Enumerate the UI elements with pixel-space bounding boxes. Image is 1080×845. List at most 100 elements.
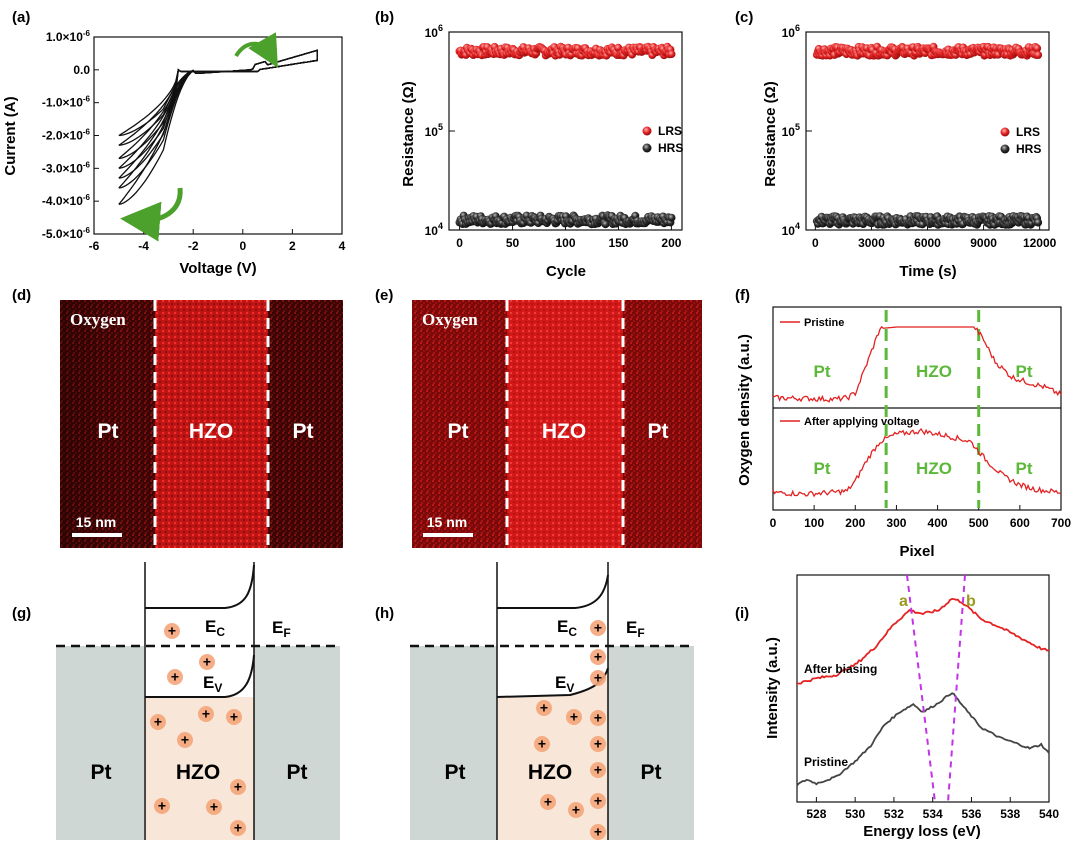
e-region-pt-right: Pt [648, 420, 669, 443]
a-ytick-label: -5.0×10-6 [42, 226, 91, 241]
oxygen-vacancy-icon [198, 706, 214, 722]
f-xtick-label: 600 [1010, 516, 1030, 530]
plus-icon: + [168, 623, 176, 639]
g-region-pt-right: Pt [287, 761, 308, 784]
a-ytick-label: -1.0×10-6 [42, 95, 91, 110]
c-legend-hrs: HRS [1016, 142, 1041, 156]
c-ytick-label: 105 [782, 122, 800, 139]
b-ytick-label: 105 [425, 122, 443, 139]
i-xtick-label: 532 [884, 807, 904, 821]
g-pt-left [56, 646, 144, 840]
plus-icon: + [202, 706, 210, 722]
a-xtick-label: 4 [339, 239, 346, 253]
a-arrow-down-icon [120, 187, 183, 242]
i-peak-a: a [899, 593, 908, 610]
oxygen-vacancy-icon [230, 779, 246, 795]
plus-icon: + [594, 710, 602, 726]
f-xtick-label: 500 [969, 516, 989, 530]
i-xtick-label: 540 [1039, 807, 1059, 821]
b-xtick-label: 0 [456, 236, 463, 250]
i-frame [796, 574, 1050, 803]
oxygen-vacancy-icon [590, 824, 606, 840]
f-xtick-label: 300 [886, 516, 906, 530]
panel-e: Oxygen Pt HZO Pt 15 nm [412, 300, 702, 548]
c-legend-lrs-marker [1000, 127, 1010, 137]
a-iv-curve [118, 49, 318, 206]
f-bottom-pt-left: Pt [814, 459, 831, 478]
b-hrs-point [667, 213, 676, 222]
oxygen-vacancy-icon [150, 714, 166, 730]
plus-icon: + [594, 762, 602, 778]
h-pt-right [608, 646, 694, 840]
f-legend-after: After applying voltage [804, 416, 920, 428]
f-xlabel: Pixel [899, 543, 934, 560]
oxygen-vacancy-icon [199, 654, 215, 670]
f-top-hzo: HZO [916, 362, 952, 381]
f-xtick-label: 0 [770, 516, 777, 530]
e-region-pt-left: Pt [448, 420, 469, 443]
a-ytick-label: -4.0×10-6 [42, 193, 91, 208]
i-xtick-label: 528 [806, 807, 826, 821]
panel-c-label: (c) [735, 9, 753, 26]
h-ef-label: EF [626, 618, 645, 640]
panel-g-label: (g) [12, 605, 31, 622]
d-scale-bar [72, 533, 122, 537]
c-ylabel: Resistance (Ω) [762, 81, 779, 186]
plus-icon: + [158, 798, 166, 814]
a-xtick-label: 2 [289, 239, 296, 253]
plus-icon: + [230, 709, 238, 725]
f-bottom-hzo: HZO [916, 459, 952, 478]
a-xlabel: Voltage (V) [179, 260, 256, 277]
panel-e-label: (e) [375, 287, 393, 304]
f-xtick-label: 400 [928, 516, 948, 530]
plus-icon: + [234, 820, 242, 836]
c-xtick-label: 12000 [1023, 236, 1057, 250]
f-xtick-label: 700 [1051, 516, 1071, 530]
i-xtick-label: 538 [1000, 807, 1020, 821]
panel-i: 528 530 532 534 536 538 540 a b After biasing … [764, 574, 1059, 840]
i-peak-b-line [947, 574, 966, 803]
h-conduction-band [497, 574, 609, 609]
h-ec-label: EC [557, 617, 577, 639]
plus-icon: + [572, 802, 580, 818]
c-xlabel: Time (s) [899, 263, 956, 280]
oxygen-vacancy-icon [167, 669, 183, 685]
oxygen-vacancy-icon [226, 709, 242, 725]
b-legend-lrs: LRS [658, 124, 682, 138]
panel-b-label: (b) [375, 9, 394, 26]
f-xtick-label: 100 [804, 516, 824, 530]
oxygen-vacancy-icon [534, 736, 550, 752]
panel-f-label: (f) [735, 287, 750, 304]
panel-d: Oxygen Pt HZO Pt 15 nm [60, 300, 343, 548]
i-xlabel: Energy loss (eV) [863, 823, 981, 840]
f-xtick-label: 200 [845, 516, 865, 530]
oxygen-vacancy-icon [154, 798, 170, 814]
d-region-pt-right: Pt [293, 420, 314, 443]
b-ylabel: Resistance (Ω) [400, 81, 417, 186]
oxygen-vacancy-icon [568, 802, 584, 818]
plus-icon: + [594, 736, 602, 752]
c-legend-hrs-marker [1000, 144, 1010, 154]
c-lrs-point [1034, 51, 1043, 59]
g-region-hzo: HZO [176, 761, 220, 784]
i-curve-label-pristine: Pristine [804, 755, 848, 769]
panel-i-label: (i) [735, 605, 749, 622]
a-ytick-label: -2.0×10-6 [42, 128, 91, 143]
i-peak-a-line [906, 574, 936, 803]
panel-a: -6 -4 -2 0 2 4 1.0×10-6 0.0 -1.0×10-6 -2.0×10-6 -3… [2, 29, 346, 277]
b-xtick-label: 150 [608, 236, 628, 250]
a-ytick-label: 1.0×10-6 [46, 29, 91, 44]
i-xtick-label: 530 [845, 807, 865, 821]
i-peak-b: b [966, 593, 976, 610]
plus-icon: + [594, 620, 602, 636]
h-ev-label: EV [555, 673, 574, 695]
d-element-label: Oxygen [70, 310, 126, 329]
oxygen-vacancy-icon [164, 623, 180, 639]
e-region-hzo: HZO [542, 420, 586, 443]
plus-icon: + [181, 732, 189, 748]
plus-icon: + [544, 794, 552, 810]
b-xlabel: Cycle [546, 263, 586, 280]
i-curve-label-after: After biasing [804, 662, 877, 676]
plus-icon: + [594, 793, 602, 809]
